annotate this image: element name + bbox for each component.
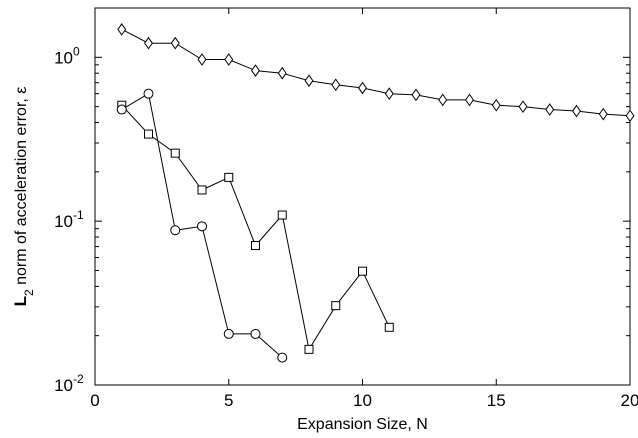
marker-diamond — [545, 103, 555, 116]
marker-diamond — [438, 93, 448, 107]
marker-diamond — [518, 100, 528, 114]
marker-square — [170, 148, 180, 158]
marker-diamond — [251, 64, 260, 77]
plot-frame — [94, 7, 631, 386]
x-tick-label: 20 — [621, 391, 638, 410]
marker-diamond — [598, 107, 608, 121]
marker-circle — [197, 221, 207, 232]
marker-square — [144, 129, 153, 139]
y-axis-label-bold: L — [11, 296, 30, 306]
y-tick-exponent: -2 — [73, 372, 84, 386]
marker-diamond — [411, 88, 421, 102]
marker-diamond — [625, 109, 635, 123]
marker-circle — [277, 352, 288, 363]
marker-diamond — [117, 23, 127, 36]
marker-square — [384, 322, 394, 332]
marker-square — [358, 266, 367, 276]
x-tick-label: 5 — [224, 391, 233, 410]
marker-diamond — [384, 87, 394, 101]
marker-diamond — [572, 104, 581, 118]
marker-diamond — [170, 36, 180, 50]
marker-diamond — [331, 78, 341, 92]
axis-ticks — [94, 7, 631, 386]
x-tick-label: 0 — [90, 391, 99, 410]
marker-circle — [250, 328, 261, 339]
marker-circle — [170, 225, 181, 236]
x-axis-label: Expansion Size, N — [297, 416, 428, 433]
marker-diamond — [304, 74, 314, 88]
marker-circle — [143, 88, 154, 99]
y-axis-label: L2 norm of acceleration error, ε — [11, 87, 36, 307]
x-tick-label: 15 — [487, 391, 506, 410]
y-tick-label: 10 — [54, 48, 73, 67]
y-tick-exponent: -1 — [73, 208, 84, 222]
marker-square — [251, 241, 260, 251]
marker-square — [277, 210, 287, 220]
marker-square — [331, 301, 341, 311]
y-axis-label-subscript: 2 — [22, 289, 36, 296]
marker-circle — [223, 328, 234, 339]
y-axis-label-rest: norm of acceleration error, ε — [13, 87, 30, 290]
marker-diamond — [465, 93, 474, 107]
y-tick-label: 10 — [54, 376, 73, 395]
marker-circle — [116, 104, 127, 115]
marker-diamond — [358, 81, 367, 95]
series-line-square — [121, 104, 390, 351]
marker-square — [224, 172, 234, 182]
marker-diamond — [197, 53, 207, 66]
y-tick-label: 10 — [54, 212, 73, 231]
marker-diamond — [144, 36, 153, 50]
x-tick-label: 10 — [353, 391, 372, 410]
marker-diamond — [277, 66, 287, 80]
y-tick-exponent: 0 — [73, 44, 80, 58]
marker-diamond — [491, 98, 501, 112]
marker-diamond — [224, 53, 234, 66]
marker-square — [197, 185, 207, 195]
series-line-diamond — [121, 28, 631, 117]
marker-square — [304, 344, 314, 354]
series-layer — [116, 23, 635, 363]
